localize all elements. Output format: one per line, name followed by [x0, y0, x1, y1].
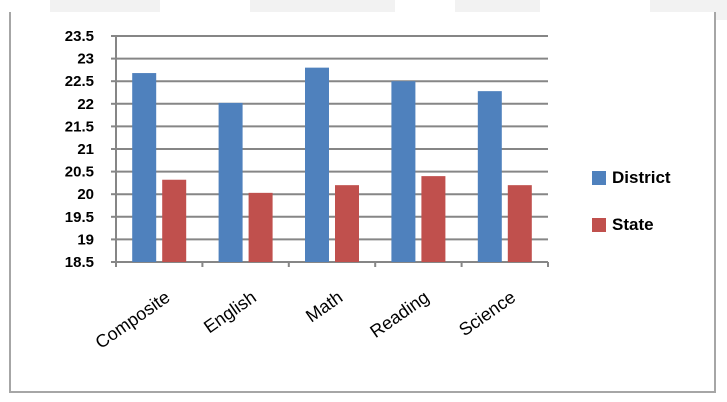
y-tick-label: 23 [77, 51, 94, 68]
bars [132, 67, 532, 263]
bar-state-english [248, 192, 273, 262]
y-tick-label: 19.5 [65, 209, 94, 226]
y-tick-label: 21 [77, 141, 94, 158]
chart-frame [9, 12, 716, 393]
bar-state-reading [421, 176, 446, 262]
y-tick-label: 22 [77, 96, 94, 113]
y-tick-label: 20.5 [65, 164, 94, 181]
bar-district-science [477, 91, 502, 262]
y-tick-label: 20 [77, 186, 94, 203]
axes [111, 35, 549, 267]
legend-swatch-district [592, 171, 606, 185]
legend-swatch-state [592, 218, 606, 232]
bar-state-math [335, 185, 359, 262]
bar-state-composite [162, 179, 187, 262]
legend-label-state: State [612, 215, 654, 234]
x-tick-label: Math [302, 287, 346, 326]
x-tick-label: Reading [366, 287, 432, 342]
y-tick-label: 18.5 [65, 254, 94, 271]
bar-state-science [507, 185, 532, 262]
y-tick-label: 23.5 [65, 28, 94, 45]
x-tick-label: Composite [92, 287, 174, 353]
x-tick-label: Science [455, 287, 519, 340]
legend-label-district: District [612, 168, 671, 187]
bar-district-composite [132, 73, 157, 263]
legend: District State [592, 168, 671, 234]
y-tick-label: 19 [77, 231, 94, 248]
bar-district-math [305, 67, 329, 262]
y-tick-label: 22.5 [65, 73, 94, 90]
x-tick-label: English [200, 287, 260, 337]
y-tick-label: 21.5 [65, 118, 94, 135]
bar-district-english [218, 102, 243, 263]
bar-district-reading [391, 81, 416, 262]
